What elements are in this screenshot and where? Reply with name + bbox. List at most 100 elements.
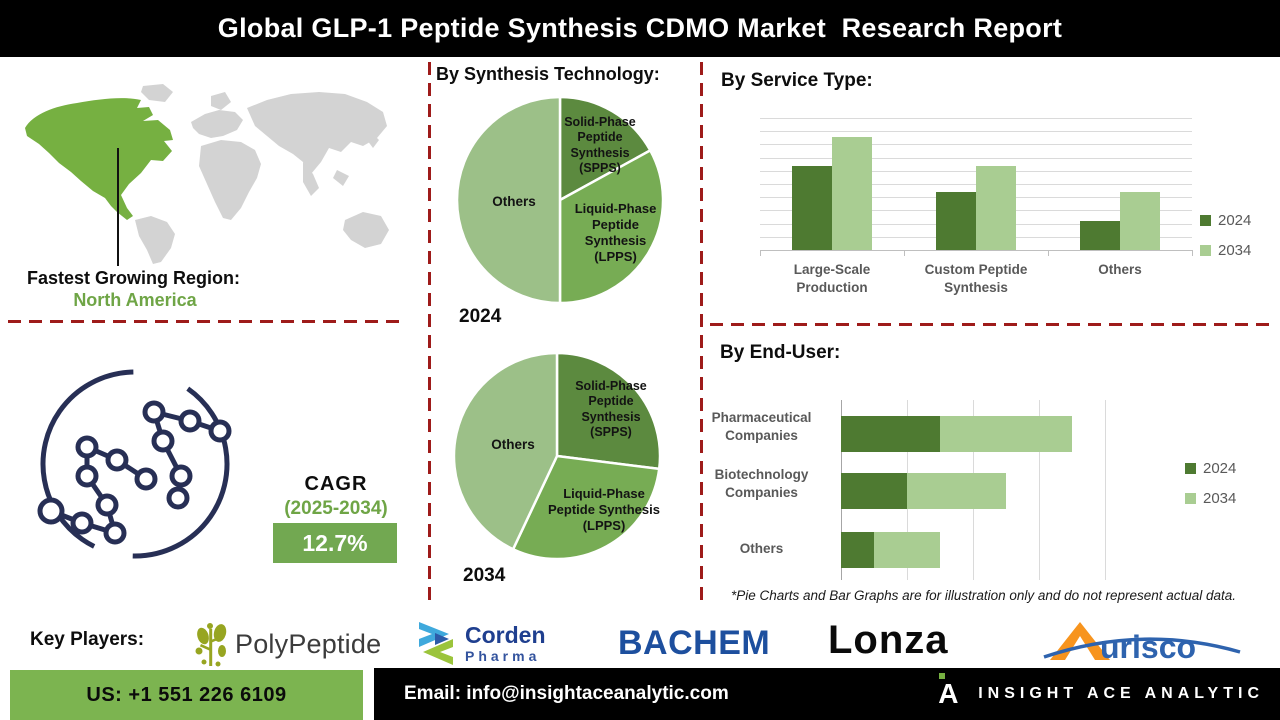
end-user-legend: 2024 2034 [1185,453,1236,513]
insight-ace-analytic-brand: A INSIGHT ACE ANALYTIC [938,673,1280,712]
axis-tick [1192,250,1193,256]
section-title-service-type: By Service Type: [721,70,873,91]
service-type-bar-chart [760,118,1193,256]
cagr-value-box: 12.7% [273,523,397,563]
pie-slice-label-lpps: Liquid-Phase Peptide Synthesis (LPPS) [574,201,657,264]
logo-bachem: BACHEM [618,624,770,663]
pie-slice-label-spps: Solid-Phase Peptide Synthesis (SPPS) [575,379,647,439]
bachem-wordmark: BACHEM [618,624,771,662]
axis-tick [1048,250,1049,256]
pie-svg [452,351,662,561]
bar-category-label: Others [739,541,784,556]
bar-category-label: Pharmaceutical Companies [711,410,812,443]
bar-large-scale-production-2034 [832,136,872,250]
corden-wordmark: Corden [465,621,546,648]
aurisco-swoosh [1043,637,1241,659]
pie-slice-label-spps: Solid-Phase Peptide Synthesis (SPPS) [564,115,636,175]
peptide-molecule-icon [37,369,232,559]
cagr-value: 12.7% [302,529,368,556]
footer-phone-block: US: +1 551 226 6109 [10,670,363,720]
legend-item-2024: 2024 [1200,205,1251,235]
bar-custom-peptide-synthesis-2024 [936,191,976,250]
fastest-growing-region-value: North America [73,290,197,310]
bar-category-label: Biotechnology Companies [714,467,809,500]
map-asia [247,92,387,174]
polypeptide-wordmark: PolyPeptide [235,628,382,659]
service-type-legend: 2024 2034 [1200,205,1251,265]
logo-lonza: Lonza [828,618,949,663]
cagr-period: (2025-2034) [284,498,388,519]
map-greenland [141,84,173,102]
pie-chart-2034: Solid-Phase Peptide Synthesis (SPPS) Oth… [452,351,662,561]
bar-custom-peptide-synthesis-2034 [976,165,1016,250]
pie-slice [558,149,665,305]
cagr-label: CAGR [304,473,368,495]
pie-year-2034: 2034 [463,565,506,586]
bar-others-2024 [841,532,874,568]
end-user-bar-chart [841,400,1106,580]
pie-slice [511,454,661,561]
footer-phone: US: +1 551 226 6109 [86,683,287,706]
bar-others-2024 [1080,221,1120,250]
gridline [760,144,1192,146]
pie-year-2024: 2024 [459,306,502,327]
divider-horizontal-left [8,320,400,323]
map-europe [191,110,243,138]
pie-chart-2024: Solid-Phase Peptide Synthesis (SPPS) Oth… [455,95,665,305]
key-players-label: Key Players: [30,629,145,650]
logo-corden-pharma: Corden Pharma [415,620,546,666]
legend-label: 2024 [1218,211,1252,229]
divider-horizontal-right [710,323,1274,326]
legend-label: 2034 [1203,489,1237,507]
aurisco-wordmark-glyphs: urisco [1100,629,1196,665]
world-map [25,84,389,264]
corden-pharma-icon [419,622,453,665]
legend-label: 2034 [1218,241,1252,259]
pie-slice-label-others: Others [492,194,536,209]
axis-tick [760,250,761,256]
legend-label: 2024 [1203,459,1237,477]
legend-swatch-2024 [1200,214,1211,226]
bar-others-2034 [1120,191,1160,250]
gridline [760,157,1192,159]
legend-swatch-2034 [1185,492,1196,504]
lonza-wordmark: Lonza [828,618,949,662]
section-title-synthesis-technology: By Synthesis Technology: [436,64,660,84]
bar-category-label: Custom Peptide Synthesis [924,262,1028,296]
map-australia [343,212,389,248]
bar-pharmaceutical-companies-2024 [841,416,940,452]
insight-ace-logo-icon: A [938,673,966,712]
title-bar: Global GLP-1 Peptide Synthesis CDMO Mark… [0,0,1280,57]
gridline [760,118,1192,119]
pie-slice [558,95,652,202]
fastest-growing-region-label: Fastest Growing Region: [27,268,241,288]
pie-slice [452,351,559,551]
legend-item-2024: 2024 [1185,453,1236,483]
map-south-america [135,216,175,264]
pie-slice [455,95,562,305]
polypeptide-icon [195,623,227,667]
disclaimer-text: *Pie Charts and Bar Graphs are for illus… [731,588,1237,603]
divider-vertical-right [700,62,703,605]
page-title: Global GLP-1 Peptide Synthesis CDMO Mark… [217,13,1063,43]
map-north-america-highlight [25,98,173,220]
bar-biotechnology-companies-2034 [907,473,1006,509]
axis-tick [904,250,905,256]
logo-green-dot [939,673,946,679]
gridline [1105,400,1106,580]
legend-item-2034: 2034 [1185,483,1236,513]
bar-category-label: Others [1098,262,1142,277]
footer-email: Email: info@insightaceanalytic.com [404,683,729,704]
legend-item-2034: 2034 [1200,235,1251,265]
legend-swatch-2024 [1185,462,1196,474]
footer-email-block: Email: info@insightaceanalytic.com A INS… [374,668,1280,720]
pie-slice-label-others: Others [491,437,535,452]
gridline [760,131,1192,133]
section-title-end-user: By End-User: [720,342,841,363]
insight-ace-wordmark: INSIGHT ACE ANALYTIC [978,685,1264,702]
aurisco-icon: urisco [1043,622,1241,665]
pie-svg [455,95,665,305]
corden-sub-wordmark: Pharma [465,647,541,664]
legend-swatch-2034 [1200,244,1211,256]
